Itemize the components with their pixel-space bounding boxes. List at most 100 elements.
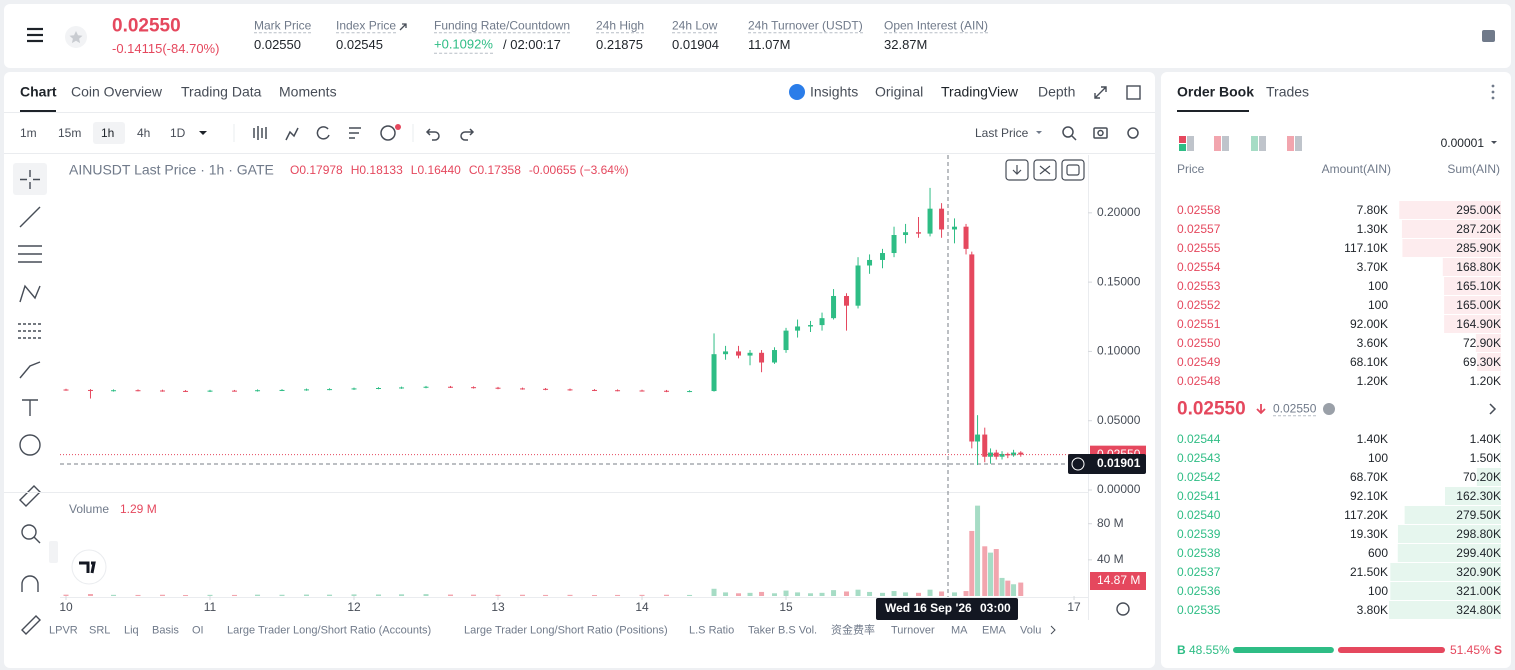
- candle-body: [447, 386, 453, 388]
- ohlc-value: O0.17978: [290, 162, 343, 177]
- depth-bar: [1390, 582, 1501, 600]
- ob-amount: 3.80K: [1356, 602, 1388, 617]
- indicator[interactable]: LPVR: [49, 624, 78, 637]
- chart-tab[interactable]: Chart: [20, 83, 57, 100]
- depth-bar: [1442, 258, 1501, 276]
- ob-tab[interactable]: Order Book: [1177, 83, 1255, 100]
- indicator[interactable]: MA: [951, 624, 968, 637]
- precision[interactable]: 0.00001: [1440, 135, 1484, 150]
- ob-price[interactable]: 0.02542: [1177, 469, 1221, 484]
- ob-price[interactable]: 0.02558: [1177, 202, 1221, 217]
- caret[interactable]: [1491, 141, 1497, 144]
- ob-price[interactable]: 0.02541: [1177, 488, 1221, 503]
- tv-logo: [79, 561, 96, 574]
- window-icon[interactable]: [1126, 85, 1141, 100]
- menu-icon[interactable]: [27, 27, 43, 43]
- ob-price[interactable]: 0.02555: [1177, 240, 1221, 255]
- volume-bar: [207, 594, 213, 596]
- link-icon[interactable]: [399, 23, 407, 31]
- volume-bar: [231, 594, 237, 596]
- indicator[interactable]: EMA: [982, 624, 1006, 637]
- chart-tab[interactable]: Moments: [279, 83, 337, 100]
- indicator[interactable]: L.S Ratio: [689, 624, 735, 637]
- ob-price[interactable]: 0.02537: [1177, 564, 1221, 579]
- chart-tools[interactable]: [253, 125, 1139, 141]
- indicator[interactable]: Taker B.S Vol.: [748, 624, 818, 637]
- indicator[interactable]: Basis: [152, 624, 179, 637]
- pane-controls[interactable]: [1005, 159, 1085, 181]
- ob-price[interactable]: 0.02543: [1177, 450, 1221, 465]
- badge: [395, 124, 401, 130]
- x-tick-label: 13: [491, 600, 505, 614]
- ob-price[interactable]: 0.02553: [1177, 278, 1221, 293]
- candle-body: [687, 391, 693, 393]
- stat-label: 24h Low: [672, 18, 718, 34]
- ob-price[interactable]: 0.02538: [1177, 545, 1221, 560]
- indicator[interactable]: Large Trader Long/Short Ratio (Accounts): [227, 624, 432, 637]
- volume-bar: [844, 591, 850, 596]
- indicator[interactable]: SRL: [89, 624, 111, 637]
- ob-price[interactable]: 0.02549: [1177, 354, 1221, 369]
- depth-bar: [1404, 506, 1501, 524]
- volume-bar: [471, 594, 477, 596]
- interval[interactable]: 15m: [58, 125, 82, 140]
- view-tab[interactable]: Original: [875, 83, 924, 100]
- interval[interactable]: 1m: [20, 125, 37, 140]
- indicator[interactable]: OI: [192, 624, 204, 637]
- stat-value: 0.02550: [254, 37, 301, 53]
- interval[interactable]: 4h: [137, 125, 151, 140]
- ob-price[interactable]: 0.02535: [1177, 602, 1221, 617]
- ob-price[interactable]: 0.02540: [1177, 507, 1221, 522]
- ob-amount: 600: [1367, 545, 1388, 560]
- caret[interactable]: [1036, 131, 1042, 134]
- ob-price[interactable]: 0.02557: [1177, 221, 1221, 236]
- volume-bar: [664, 594, 670, 596]
- stat-value: 0.01904: [672, 37, 719, 53]
- caret[interactable]: [199, 131, 207, 135]
- chevron[interactable]: [1489, 403, 1497, 415]
- view-tab[interactable]: Depth: [1038, 83, 1076, 100]
- interval[interactable]: 1h: [101, 125, 115, 140]
- indicator[interactable]: Volu: [1020, 624, 1042, 637]
- drawing-tools[interactable]: [18, 170, 42, 635]
- candle-body: [982, 434, 988, 457]
- depth-bar: [1477, 353, 1501, 371]
- more-icon[interactable]: [1491, 84, 1495, 100]
- price-type[interactable]: Last Price: [975, 125, 1029, 140]
- indicator[interactable]: Large Trader Long/Short Ratio (Positions…: [464, 624, 668, 637]
- volume-bar: [975, 505, 981, 596]
- depth-bar: [1397, 544, 1501, 562]
- ob-amount: 100: [1367, 297, 1388, 312]
- ob-price[interactable]: 0.02550: [1177, 335, 1221, 350]
- more-arrow[interactable]: [1050, 625, 1056, 635]
- ob-price[interactable]: 0.02552: [1177, 297, 1221, 312]
- volume-bar: [999, 577, 1005, 596]
- ob-price[interactable]: 0.02539: [1177, 526, 1221, 541]
- view-tab[interactable]: Insights: [810, 83, 859, 100]
- x-tick-label: 12: [347, 600, 361, 614]
- ob-tab[interactable]: Trades: [1266, 83, 1310, 100]
- interval[interactable]: 1D: [170, 125, 186, 140]
- view-toggles[interactable]: [1179, 136, 1302, 151]
- ob-price[interactable]: 0.02551: [1177, 316, 1221, 331]
- volume-bar: [592, 595, 598, 596]
- ob-price[interactable]: 0.02548: [1177, 373, 1221, 388]
- chart-tab[interactable]: Trading Data: [181, 83, 262, 100]
- indicator[interactable]: 资金费率: [831, 624, 875, 637]
- expand-icon[interactable]: [1094, 86, 1107, 99]
- view-tab[interactable]: TradingView: [941, 83, 1019, 100]
- ob-price[interactable]: 0.02544: [1177, 431, 1221, 446]
- last-volume-box: [1090, 572, 1146, 590]
- ob-price[interactable]: 0.02554: [1177, 259, 1221, 274]
- ob-price[interactable]: 0.02536: [1177, 583, 1221, 598]
- chart-tab[interactable]: Coin Overview: [71, 83, 163, 100]
- indicator[interactable]: Turnover: [891, 624, 935, 637]
- collapse-handle[interactable]: [49, 541, 58, 563]
- note-icon[interactable]: [1482, 30, 1495, 42]
- stat-value: 0.21875: [596, 37, 643, 53]
- candle-body: [939, 208, 945, 230]
- price-change: -0.14115(-84.70%): [112, 41, 220, 57]
- settings-icon[interactable]: [1116, 602, 1130, 616]
- volume-bar: [952, 592, 958, 596]
- indicator[interactable]: Liq: [124, 624, 139, 637]
